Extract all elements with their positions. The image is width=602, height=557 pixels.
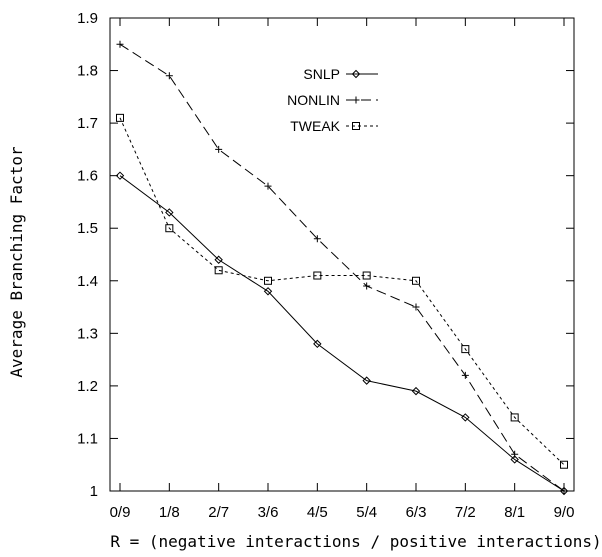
y-tick-label: 1.7 bbox=[77, 115, 98, 132]
y-tick-label: 1.1 bbox=[77, 430, 98, 447]
legend-marker bbox=[351, 69, 361, 79]
data-point-tweak bbox=[214, 266, 223, 275]
data-point-tweak bbox=[116, 113, 124, 122]
x-tick-label: 8/1 bbox=[504, 504, 525, 521]
data-point-nonlin bbox=[116, 40, 124, 48]
series-line-nonlin bbox=[119, 43, 565, 492]
data-point-nonlin bbox=[264, 182, 272, 190]
data-point-nonlin bbox=[313, 235, 321, 243]
y-tick-label: 1.3 bbox=[77, 325, 98, 342]
data-point-nonlin bbox=[412, 303, 420, 311]
legend-marker bbox=[352, 96, 360, 104]
data-point-tweak bbox=[560, 460, 568, 469]
legend-marker bbox=[352, 122, 360, 130]
x-tick-label: 2/7 bbox=[208, 504, 229, 521]
data-point-nonlin bbox=[215, 145, 223, 153]
data-point-snlp bbox=[115, 171, 125, 180]
y-tick-label: 1.9 bbox=[77, 10, 98, 27]
data-point-nonlin bbox=[560, 487, 568, 495]
legend-label: SNLP bbox=[303, 66, 340, 82]
x-tick-label: 1/8 bbox=[159, 504, 180, 521]
data-point-nonlin bbox=[165, 72, 173, 80]
x-tick-label: 5/4 bbox=[356, 504, 377, 521]
plot-frame bbox=[109, 17, 575, 492]
data-point-snlp bbox=[165, 208, 174, 217]
x-tick-label: 6/3 bbox=[406, 504, 427, 521]
x-tick-label: 0/9 bbox=[110, 504, 131, 521]
data-point-nonlin bbox=[363, 282, 371, 290]
series-line-tweak bbox=[119, 117, 565, 466]
plot-area: 1 1.1 1.2 1.3 1.4 1.5 1.6 1.7 1.8 1.9 0/9 1/8 2/7 3/6… bbox=[77, 10, 575, 521]
data-point-tweak bbox=[412, 276, 420, 285]
y-tick-label: 1.2 bbox=[77, 378, 98, 395]
legend-label: NONLIN bbox=[287, 92, 340, 108]
x-tick-label: 4/5 bbox=[307, 504, 328, 521]
data-point-tweak bbox=[461, 345, 470, 354]
data-point-snlp bbox=[214, 255, 223, 264]
data-point-snlp bbox=[461, 413, 470, 422]
data-point-tweak bbox=[313, 271, 322, 280]
data-point-snlp bbox=[362, 376, 371, 385]
data-point-tweak bbox=[362, 271, 371, 280]
x-tick-label: 3/6 bbox=[258, 504, 279, 521]
y-axis-title: Average Branching Factor bbox=[7, 146, 26, 378]
data-point-nonlin bbox=[461, 371, 469, 379]
series-line-snlp bbox=[119, 175, 565, 492]
data-point-tweak bbox=[165, 224, 174, 233]
y-tick-label: 1.4 bbox=[77, 273, 98, 290]
y-tick-label: 1 bbox=[90, 483, 98, 500]
data-point-snlp bbox=[510, 455, 519, 464]
x-tick-label: 7/2 bbox=[455, 504, 476, 521]
x-tick-label: 9/0 bbox=[554, 504, 575, 521]
data-point-snlp bbox=[263, 287, 273, 296]
y-tick-label: 1.5 bbox=[77, 220, 98, 237]
data-point-tweak bbox=[510, 413, 519, 422]
data-point-nonlin bbox=[511, 450, 519, 458]
data-point-snlp bbox=[411, 386, 421, 396]
data-point-tweak bbox=[264, 276, 272, 285]
y-tick-label: 1.8 bbox=[77, 63, 98, 80]
y-tick-label: 1.6 bbox=[77, 168, 98, 185]
data-point-snlp bbox=[313, 339, 322, 349]
legend-label: TWEAK bbox=[290, 118, 340, 134]
x-axis-title: R = (negative interactions / positive in… bbox=[110, 532, 601, 551]
